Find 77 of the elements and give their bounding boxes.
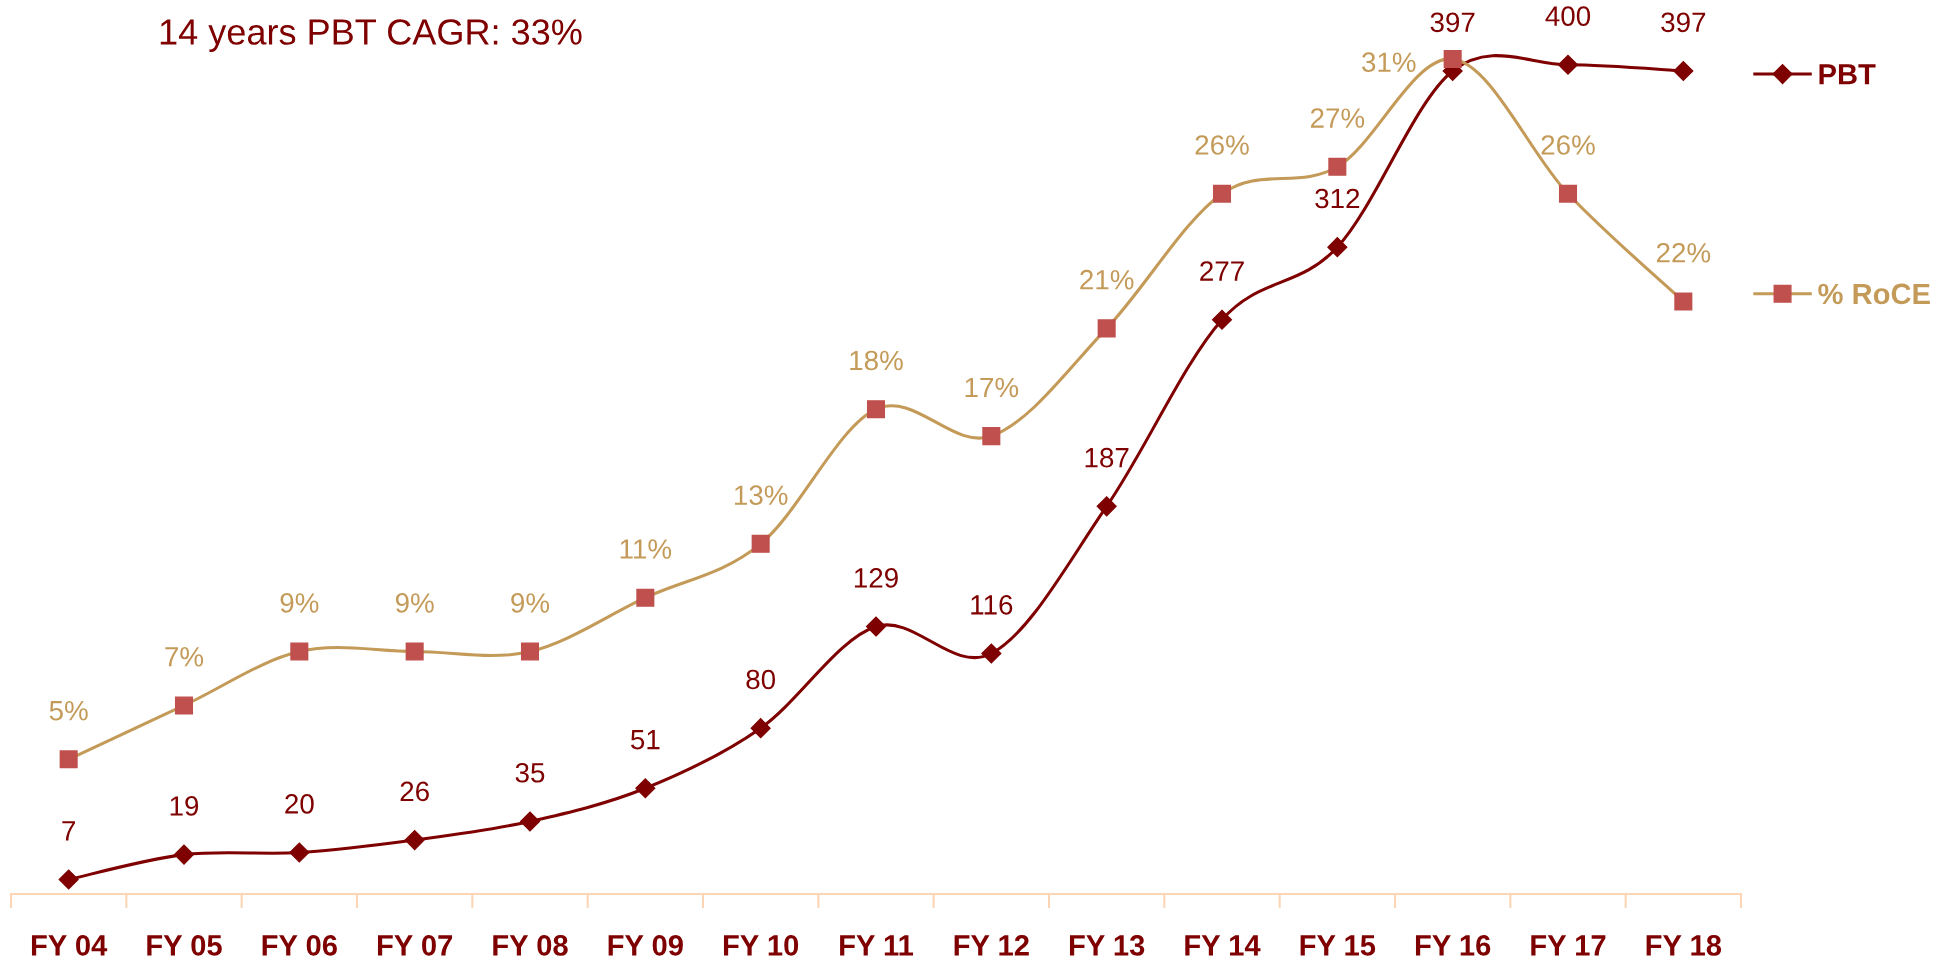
data-label: 116 xyxy=(971,595,1013,615)
data-label: 35 xyxy=(515,762,545,783)
chart-title: 14 years PBT CAGR: 33% xyxy=(160,19,582,52)
data-label: 20 xyxy=(285,794,314,814)
point xyxy=(1211,309,1233,330)
x-tick-label: FY 07 xyxy=(377,935,453,956)
point xyxy=(1443,49,1462,69)
point xyxy=(1212,184,1232,203)
data-label: 7% xyxy=(165,647,204,667)
data-label: 5% xyxy=(49,700,88,721)
point xyxy=(1558,184,1578,203)
point xyxy=(635,778,656,799)
data-label: 26% xyxy=(1195,135,1249,155)
point xyxy=(58,869,79,890)
point xyxy=(173,844,195,865)
point xyxy=(289,842,310,863)
data-label: 13% xyxy=(734,485,788,506)
data-label: 31% xyxy=(1362,52,1416,73)
point xyxy=(1096,496,1117,517)
data-label: 129 xyxy=(854,568,898,588)
point xyxy=(751,534,770,553)
point xyxy=(636,588,655,607)
legend-label: % RoCE xyxy=(1818,283,1930,305)
data-label: 277 xyxy=(1200,261,1244,281)
x-tick-label: FY 13 xyxy=(1069,935,1145,956)
data-label: 397 xyxy=(1661,12,1706,33)
data-label: 80 xyxy=(746,669,776,690)
x-tick-label: FY 06 xyxy=(262,935,337,956)
x-tick-label: FY 09 xyxy=(608,935,683,956)
data-label: 9% xyxy=(395,593,434,613)
data-label: 7 xyxy=(62,821,75,841)
point xyxy=(404,830,425,851)
data-label: 400 xyxy=(1545,6,1591,26)
point xyxy=(520,642,540,661)
x-tick-label: FY 14 xyxy=(1185,935,1261,956)
data-label: 9% xyxy=(511,593,550,613)
x-tick-label: FY 11 xyxy=(840,935,914,956)
point xyxy=(1097,319,1116,338)
x-tick-label: FY 04 xyxy=(31,935,108,956)
data-label: 22% xyxy=(1656,242,1711,263)
legend-label: PBT xyxy=(1819,64,1876,85)
data-label: 11% xyxy=(620,539,672,559)
data-label: 26 xyxy=(400,781,429,802)
point xyxy=(174,696,194,715)
data-label: 21% xyxy=(1080,269,1134,290)
point xyxy=(290,642,309,661)
point xyxy=(981,643,1002,664)
point xyxy=(1557,54,1579,75)
data-label: 51 xyxy=(631,730,660,750)
point xyxy=(865,616,887,637)
data-label: 19 xyxy=(170,796,199,816)
point xyxy=(1673,60,1694,81)
point xyxy=(59,750,78,769)
x-tick-label: FY 15 xyxy=(1300,935,1376,956)
x-tick-label: FY 08 xyxy=(493,935,568,956)
point xyxy=(750,718,771,739)
data-label: 17% xyxy=(965,377,1019,398)
data-label: 27% xyxy=(1310,108,1365,128)
x-tick-label: FY 10 xyxy=(723,935,799,956)
x-tick-label: FY 12 xyxy=(954,935,1029,956)
data-label: 397 xyxy=(1430,12,1475,33)
data-label: 9% xyxy=(280,593,319,613)
point xyxy=(866,400,886,419)
x-tick-label: FY 16 xyxy=(1415,935,1491,956)
point xyxy=(1328,157,1347,176)
data-label: 312 xyxy=(1315,188,1360,209)
point xyxy=(405,642,424,661)
x-tick-label: FY 17 xyxy=(1531,935,1606,956)
data-label: 18% xyxy=(850,350,903,371)
point xyxy=(982,427,1001,446)
data-label: 26% xyxy=(1541,135,1595,155)
point xyxy=(519,811,541,832)
point xyxy=(1327,237,1348,258)
point xyxy=(1674,292,1693,311)
x-tick-label: FY 05 xyxy=(147,935,222,956)
x-tick-label: FY 18 xyxy=(1646,935,1722,956)
data-label: 187 xyxy=(1085,447,1129,468)
